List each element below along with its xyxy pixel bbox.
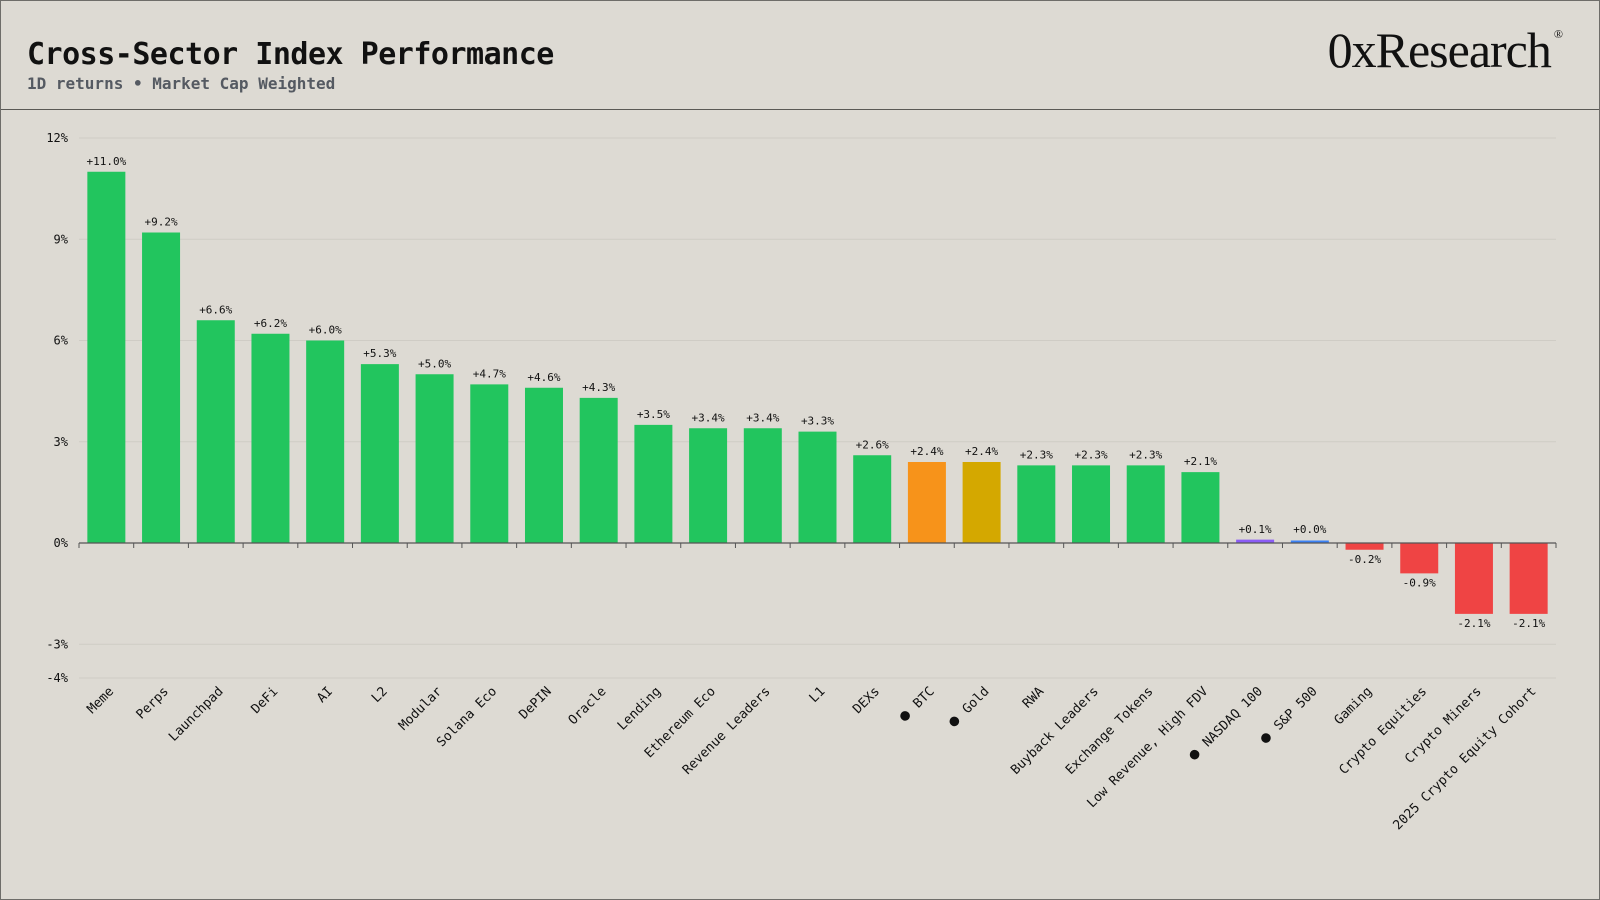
y-tick-label: 3% bbox=[54, 435, 69, 449]
data-label: +2.1% bbox=[1184, 455, 1217, 468]
data-label: +2.4% bbox=[965, 445, 998, 458]
bar bbox=[634, 424, 673, 543]
category-label: Gaming bbox=[1332, 684, 1376, 728]
brand-logo: 0xResearch ® bbox=[1327, 21, 1563, 79]
data-label: +2.3% bbox=[1074, 448, 1107, 461]
bar bbox=[1181, 472, 1220, 543]
data-label: +2.3% bbox=[1020, 448, 1053, 461]
data-label: +2.3% bbox=[1129, 448, 1162, 461]
bar bbox=[962, 462, 1001, 543]
bar bbox=[1400, 543, 1439, 574]
data-label: +3.4% bbox=[746, 411, 779, 424]
bar bbox=[1509, 543, 1548, 614]
bar bbox=[196, 320, 235, 543]
category-label: Modular bbox=[396, 684, 445, 733]
category-label: L1 bbox=[807, 684, 829, 706]
bar bbox=[142, 232, 181, 543]
category-label: RWA bbox=[1020, 684, 1047, 711]
bar bbox=[306, 340, 345, 543]
logo-text: 0xResearch bbox=[1327, 22, 1552, 78]
data-label: +3.3% bbox=[801, 415, 834, 428]
bar bbox=[251, 333, 290, 543]
header: Cross-Sector Index Performance 1D return… bbox=[1, 1, 1599, 110]
benchmark-name: S&P 500 bbox=[1271, 684, 1320, 733]
category-label: Launchpad bbox=[166, 684, 226, 744]
category-label: Lending bbox=[615, 684, 664, 733]
y-tick-label: 12% bbox=[46, 131, 68, 145]
data-label: +3.4% bbox=[692, 411, 725, 424]
bar bbox=[1345, 543, 1384, 550]
y-tick-label: 6% bbox=[54, 334, 69, 348]
data-label: +5.3% bbox=[363, 347, 396, 360]
category-label: ● BTC bbox=[894, 681, 938, 725]
bar bbox=[87, 171, 126, 543]
data-label: -0.9% bbox=[1403, 576, 1436, 589]
benchmark-name: Gold bbox=[960, 684, 993, 717]
data-label: +5.0% bbox=[418, 357, 451, 370]
category-label: Perps bbox=[134, 684, 172, 722]
bar bbox=[1017, 465, 1056, 543]
category-label: Meme bbox=[84, 684, 117, 717]
data-label: +2.4% bbox=[910, 445, 943, 458]
data-label: -0.2% bbox=[1348, 553, 1381, 566]
data-label: +9.2% bbox=[144, 216, 177, 229]
category-label: Oracle bbox=[566, 684, 610, 728]
data-label: +11.0% bbox=[86, 155, 126, 168]
data-label: +6.6% bbox=[199, 303, 232, 316]
category-label: L2 bbox=[369, 684, 391, 706]
bar bbox=[415, 374, 454, 543]
data-label: +0.0% bbox=[1293, 523, 1326, 536]
bar bbox=[470, 384, 509, 543]
bar bbox=[360, 364, 399, 543]
data-label: -2.1% bbox=[1512, 617, 1545, 630]
data-label: +6.0% bbox=[309, 324, 342, 337]
y-tick-label: 0% bbox=[54, 536, 69, 550]
data-label: -2.1% bbox=[1457, 617, 1490, 630]
category-label: ● S&P 500 bbox=[1255, 681, 1321, 747]
y-tick-label: -3% bbox=[46, 637, 68, 651]
data-label: +4.3% bbox=[582, 381, 615, 394]
chart-title: Cross-Sector Index Performance bbox=[27, 37, 554, 72]
data-label: +4.7% bbox=[473, 367, 506, 380]
category-label: DEXs bbox=[850, 684, 883, 717]
bar bbox=[1126, 465, 1165, 543]
bar bbox=[689, 428, 728, 543]
category-label: ● Gold bbox=[943, 681, 992, 730]
data-label: +0.1% bbox=[1239, 523, 1272, 536]
data-label: +6.2% bbox=[254, 317, 287, 330]
category-label: DeFi bbox=[249, 684, 282, 717]
bar bbox=[853, 455, 892, 543]
category-label: DePIN bbox=[517, 684, 555, 722]
data-label: +3.5% bbox=[637, 408, 670, 421]
registered-mark: ® bbox=[1553, 27, 1563, 41]
bar bbox=[579, 397, 618, 543]
category-label: AI bbox=[314, 684, 336, 706]
bar bbox=[798, 431, 837, 543]
bar bbox=[1236, 539, 1275, 543]
data-label: +4.6% bbox=[527, 371, 560, 384]
bar bbox=[1290, 540, 1329, 543]
bar bbox=[743, 428, 782, 543]
y-tick-label: 9% bbox=[54, 232, 69, 246]
bar bbox=[524, 387, 563, 543]
bar bbox=[1454, 543, 1493, 614]
data-label: +2.6% bbox=[856, 438, 889, 451]
chart-subtitle: 1D returns • Market Cap Weighted bbox=[27, 74, 336, 93]
bar bbox=[907, 462, 946, 543]
bar bbox=[1072, 465, 1111, 543]
y-tick-label: -4% bbox=[46, 671, 68, 685]
